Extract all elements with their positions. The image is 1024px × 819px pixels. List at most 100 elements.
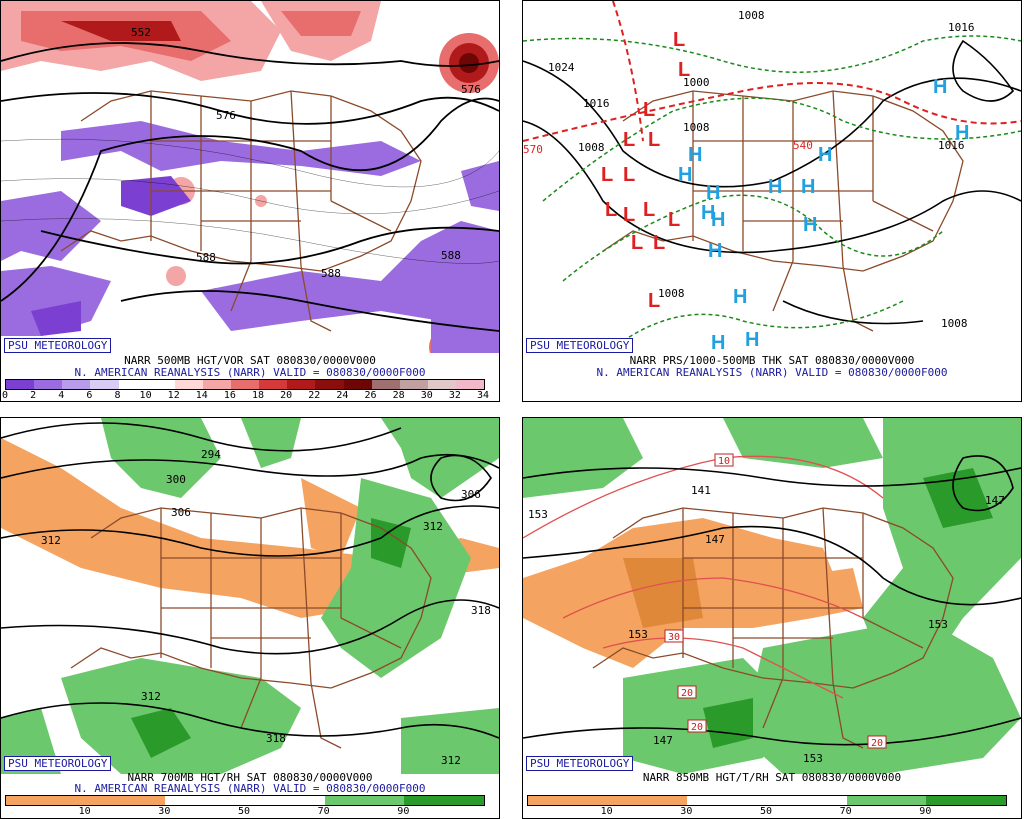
height-label: 147 — [985, 494, 1005, 507]
height-label: 306 — [461, 488, 481, 501]
thickness-label: 540 — [793, 139, 813, 152]
low-pressure-marker: L — [623, 129, 635, 151]
colorbar-tick-label: 34 — [476, 390, 490, 401]
height-label: 141 — [691, 484, 711, 497]
height-label: 294 — [201, 448, 221, 461]
colorbar-swatch — [687, 796, 768, 805]
panel-pressure-thickness: 1008 1024 1016 1008 1008 1000 1016 1016 … — [522, 0, 1022, 402]
thickness-label: 570 — [523, 143, 543, 156]
map-title: NARR PRS/1000-500MB THK SAT 080830/0000V… — [629, 354, 915, 367]
height-label: 318 — [266, 732, 286, 745]
colorbar-swatch — [399, 380, 428, 389]
height-label: 147 — [653, 734, 673, 747]
colorbar-tick-label: 2 — [30, 390, 37, 401]
temperature-label: 30 — [668, 632, 680, 643]
high-pressure-marker: H — [706, 182, 720, 204]
low-pressure-marker: L — [668, 209, 680, 231]
colorbar-swatch — [231, 380, 260, 389]
colorbar-swatch — [6, 796, 86, 805]
colorbar-swatch — [404, 796, 485, 805]
low-pressure-marker: L — [601, 164, 613, 186]
humidity-850-map: 153 141 147 147 153 153 153 147 10 30 20… — [523, 418, 1021, 774]
colorbar-swatch — [165, 796, 246, 805]
low-pressure-marker: L — [648, 129, 660, 151]
low-pressure-marker: L — [648, 290, 660, 312]
humidity-850-map-graphic: 153 141 147 147 153 153 153 147 10 30 20… — [523, 418, 1021, 774]
height-label: 576 — [216, 109, 236, 122]
temperature-label: 20 — [691, 722, 703, 733]
height-label: 153 — [628, 628, 648, 641]
psu-meteorology-logo: PSU METEOROLOGY — [4, 338, 112, 353]
height-label: 312 — [41, 534, 61, 547]
colorbar-swatch — [528, 796, 608, 805]
height-label: 147 — [705, 533, 725, 546]
colorbar-swatch — [146, 380, 175, 389]
isobar-label: 1016 — [938, 139, 965, 152]
psu-meteorology-logo: PSU METEOROLOGY — [4, 756, 112, 771]
height-label: 588 — [196, 251, 216, 264]
humidity-colorbar — [527, 795, 1007, 806]
colorbar-swatch — [427, 380, 456, 389]
map-title: NARR 500MB HGT/VOR SAT 080830/0000V000 — [124, 354, 376, 367]
low-pressure-marker: L — [605, 199, 617, 221]
high-pressure-marker: H — [701, 202, 715, 224]
isobar-label: 1008 — [738, 9, 765, 22]
colorbar-tick-label: 30 — [680, 806, 693, 817]
high-pressure-marker: H — [678, 164, 692, 186]
colorbar-swatch — [34, 380, 63, 389]
colorbar-swatch — [90, 380, 119, 389]
height-label: 153 — [803, 752, 823, 765]
low-pressure-marker: L — [653, 232, 665, 254]
colorbar-swatch — [62, 380, 91, 389]
colorbar-swatch — [607, 796, 688, 805]
height-label: 576 — [461, 83, 481, 96]
low-pressure-marker: L — [643, 99, 655, 121]
temperature-label: 20 — [871, 738, 883, 749]
map-valid-time: N. AMERICAN REANALYSIS (NARR) VALID = 08… — [596, 366, 948, 379]
height-label: 312 — [423, 520, 443, 533]
high-pressure-marker: H — [955, 122, 969, 144]
temperature-label: 10 — [718, 456, 730, 467]
colorbar-swatch — [202, 380, 231, 389]
colorbar-swatch — [6, 380, 35, 389]
isobar-label: 1008 — [941, 317, 968, 330]
high-pressure-marker: H — [708, 240, 722, 262]
height-label: 153 — [528, 508, 548, 521]
panel-500mb-vorticity: 552 576 588 588 576 588 PSU METEOROLOGY … — [0, 0, 500, 402]
colorbar-tick-label: 14 — [195, 390, 208, 401]
colorbar-tick-label: 50 — [237, 806, 251, 817]
pressure-map: 1008 1024 1016 1008 1008 1000 1016 1016 … — [523, 1, 1021, 353]
colorbar-tick-label: 16 — [223, 390, 236, 401]
isobar-label: 1016 — [583, 97, 610, 110]
map-title: NARR 850MB HGT/T/RH SAT 080830/0000V000 — [642, 771, 902, 784]
colorbar-tick-label: 10 — [139, 390, 152, 401]
isobar-label: 1024 — [548, 61, 575, 74]
colorbar-swatch — [245, 796, 325, 805]
height-label: 588 — [441, 249, 461, 262]
colorbar-swatch — [371, 380, 400, 389]
humidity-colorbar-ticks: 10 30 50 70 90 — [5, 806, 483, 818]
high-pressure-marker: H — [818, 144, 832, 166]
high-pressure-marker: H — [688, 144, 702, 166]
vorticity-colorbar-ticks: 0 2 4 6 8 10 12 14 16 18 20 22 24 26 28 30 32 34 — [1, 390, 489, 401]
psu-meteorology-logo: PSU METEOROLOGY — [526, 338, 634, 353]
colorbar-tick-label: 32 — [448, 390, 461, 401]
colorbar-tick-label: 0 — [1, 390, 9, 401]
colorbar-tick-label: 8 — [114, 390, 121, 401]
high-pressure-marker: H — [801, 176, 815, 198]
humidity-700-map-graphic: 294 300 306 312 306 312 318 312 318 312 — [1, 418, 499, 774]
low-pressure-marker: L — [631, 232, 643, 254]
isobar-label: 1008 — [683, 121, 710, 134]
colorbar-tick-label: 30 — [158, 806, 171, 817]
map-valid-time: N. AMERICAN REANALYSIS (NARR) VALID = 08… — [74, 782, 426, 795]
map-valid-time: N. AMERICAN REANALYSIS (NARR) VALID = 08… — [74, 366, 426, 379]
temperature-label: 20 — [681, 688, 693, 699]
colorbar-tick-label: 4 — [58, 390, 65, 401]
low-pressure-marker: L — [623, 164, 635, 186]
colorbar-tick-label: 70 — [839, 806, 852, 817]
high-pressure-marker: H — [933, 76, 947, 98]
colorbar-tick-label: 30 — [420, 390, 433, 401]
colorbar-swatch — [324, 796, 405, 805]
map-title: NARR 700MB HGT/RH SAT 080830/0000V000 — [127, 771, 373, 784]
colorbar-swatch — [259, 380, 288, 389]
